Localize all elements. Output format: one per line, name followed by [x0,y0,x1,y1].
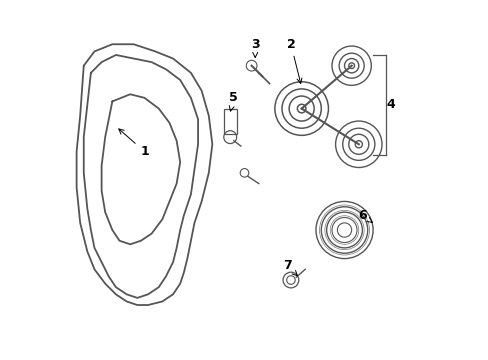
Text: 4: 4 [386,99,394,112]
Text: 3: 3 [250,38,259,58]
Text: 5: 5 [229,91,238,111]
Text: 6: 6 [357,209,371,222]
Text: 1: 1 [119,129,148,158]
Text: 7: 7 [283,259,297,276]
Text: 2: 2 [286,38,301,84]
